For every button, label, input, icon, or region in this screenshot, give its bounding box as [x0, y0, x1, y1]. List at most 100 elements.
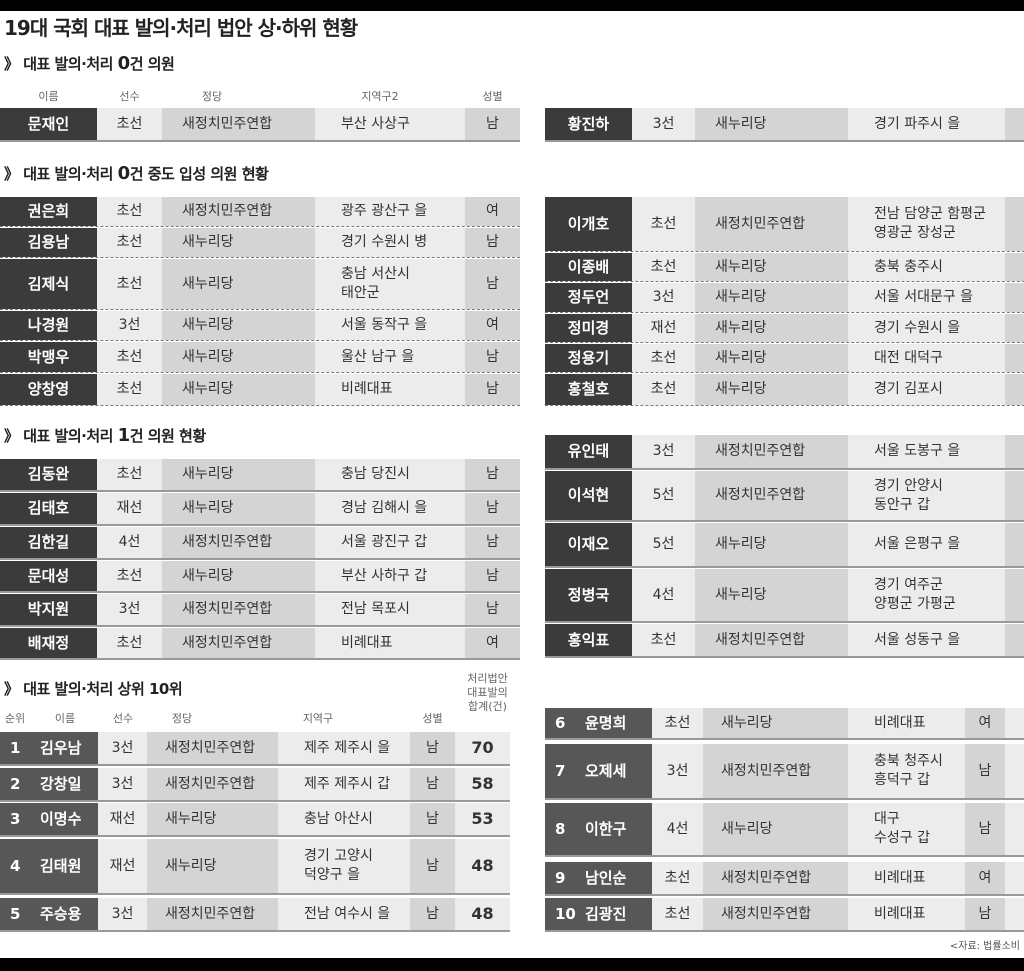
name-label: 강창일	[40, 774, 82, 793]
name-cell: 정미경	[545, 314, 632, 342]
gender-cell: 남	[410, 839, 455, 893]
name-label: 주승용	[40, 904, 82, 923]
district-cell: 서울 광진구 갑	[315, 527, 465, 558]
term-cell: 초선	[632, 197, 695, 251]
name-cell: 이재오	[545, 523, 632, 566]
party-cell: 새정치민주연합	[162, 628, 315, 658]
name-cell: 김한길	[0, 527, 97, 558]
term-cell: 3선	[98, 732, 147, 764]
term-cell: 초선	[97, 197, 162, 226]
term-cell: 초선	[632, 374, 695, 405]
party-cell: 새정치민주연합	[695, 471, 848, 520]
name-label: 이명수	[40, 809, 82, 828]
party-cell: 새누리당	[695, 283, 848, 312]
term-cell: 재선	[632, 314, 695, 342]
total-cell: 53	[455, 803, 510, 835]
gender-cell: 남	[965, 898, 1005, 930]
section-heading: 》 대표 발의·처리 상위 10위	[4, 678, 183, 699]
party-cell: 새정치민주연합	[703, 862, 848, 894]
party-cell: 새정치민주연합	[695, 197, 848, 251]
name-cell: 홍철호	[545, 374, 632, 405]
rank-label: 4	[10, 856, 21, 875]
party-cell: 새누리당	[695, 108, 848, 140]
district-cell: 서울 은평구 을	[848, 523, 1005, 566]
table-row: 10 김광진 초선 새정치민주연합 비례대표 남	[545, 898, 1024, 932]
total-cell	[1005, 708, 1024, 738]
total-cell	[1005, 803, 1024, 855]
term-cell: 초선	[97, 228, 162, 257]
name-label: 김우남	[40, 738, 82, 757]
name-cell: 양창영	[0, 374, 97, 405]
gender-cell: 남	[465, 561, 520, 591]
district-cell: 경기 파주시 을	[848, 108, 1005, 140]
rank-name-cell: 4 김태원	[0, 839, 98, 893]
rank-name-cell: 2 강창일	[0, 768, 98, 800]
total-cell: 48	[455, 898, 510, 930]
section-heading-suffix: 건 의원 현황	[129, 427, 206, 445]
section-heading-prefix: 》 대표 발의·처리 상위 10위	[4, 680, 183, 698]
gender-cell	[1005, 471, 1024, 520]
gender-cell: 남	[410, 732, 455, 764]
party-cell: 새정치민주연합	[147, 732, 278, 764]
district-cell: 대구 수성구 갑	[848, 803, 965, 855]
term-cell: 재선	[98, 803, 147, 835]
rank-label: 3	[10, 809, 21, 828]
gender-cell: 남	[410, 803, 455, 835]
term-cell: 초선	[97, 108, 162, 140]
table-row: 이석현 5선 새정치민주연합 경기 안양시 동안구 갑	[545, 471, 1024, 522]
gender-cell	[1005, 435, 1024, 468]
gender-cell: 여	[965, 862, 1005, 894]
party-cell: 새누리당	[162, 259, 315, 309]
name-cell: 이석현	[545, 471, 632, 520]
district-cell: 경기 고양시 덕양구 을	[278, 839, 410, 893]
table-row: 이종배 초선 새누리당 충북 충주시	[545, 253, 1024, 282]
rank-name-cell: 3 이명수	[0, 803, 98, 835]
table-row: 양창영 초선 새누리당 비례대표 남	[0, 374, 520, 406]
column-header: 지역구2	[361, 90, 399, 103]
party-cell: 새누리당	[162, 493, 315, 524]
term-cell: 초선	[632, 624, 695, 656]
term-cell: 4선	[97, 527, 162, 558]
rank-label: 8	[555, 819, 566, 838]
name-cell: 김제식	[0, 259, 97, 309]
district-cell: 경기 김포시	[848, 374, 1005, 405]
table-row: 4 김태원 재선 새누리당 경기 고양시 덕양구 을 남 48	[0, 839, 510, 895]
gender-cell	[1005, 374, 1024, 405]
term-cell: 초선	[97, 459, 162, 490]
name-label: 남인순	[585, 868, 627, 887]
gender-cell: 남	[965, 803, 1005, 855]
term-cell: 초선	[632, 253, 695, 281]
term-cell: 3선	[98, 898, 147, 930]
term-cell: 3선	[97, 311, 162, 340]
party-cell: 새정치민주연합	[147, 898, 278, 930]
party-cell: 새정치민주연합	[695, 624, 848, 656]
section-heading-suffix: 건 의원	[129, 55, 175, 73]
district-cell: 서울 성동구 을	[848, 624, 1005, 656]
term-cell: 3선	[97, 594, 162, 625]
gender-cell: 남	[410, 898, 455, 930]
table-row: 1 김우남 3선 새정치민주연합 제주 제주시 을 남 70	[0, 732, 510, 766]
name-cell: 김동완	[0, 459, 97, 490]
party-cell: 새누리당	[147, 803, 278, 835]
section-heading-prefix: 》 대표 발의·처리	[4, 55, 118, 73]
table-row: 박지원 3선 새정치민주연합 전남 목포시 남	[0, 594, 520, 627]
gender-cell: 남	[465, 527, 520, 558]
name-label: 김광진	[585, 904, 627, 923]
gender-cell: 남	[465, 259, 520, 309]
name-label: 김태원	[40, 856, 82, 875]
total-cell: 58	[455, 768, 510, 800]
district-cell: 충북 청주시 흥덕구 갑	[848, 744, 965, 798]
name-cell: 홍익표	[545, 624, 632, 656]
table-row: 황진하 3선 새누리당 경기 파주시 을	[545, 108, 1024, 142]
party-cell: 새누리당	[162, 459, 315, 490]
district-cell: 충남 당진시	[315, 459, 465, 490]
rank-name-cell: 8 이한구	[545, 803, 652, 855]
column-header: 성별	[482, 90, 503, 103]
source-note: <자료: 법률소비	[949, 941, 1020, 952]
party-cell: 새누리당	[695, 314, 848, 342]
party-cell: 새누리당	[162, 228, 315, 257]
name-cell: 배재정	[0, 628, 97, 658]
